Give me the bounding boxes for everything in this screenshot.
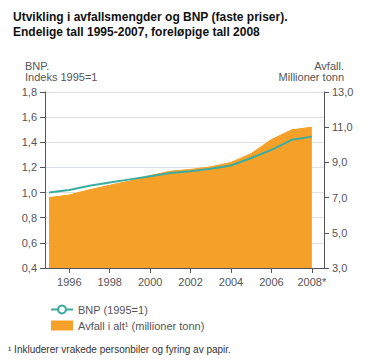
svg-text:0,8: 0,8 bbox=[22, 212, 37, 224]
svg-text:BNP.: BNP. bbox=[25, 59, 50, 72]
svg-text:Avfall.: Avfall. bbox=[314, 59, 344, 72]
svg-text:2008*: 2008* bbox=[297, 276, 326, 288]
svg-text:5,0: 5,0 bbox=[332, 227, 347, 239]
svg-text:Endelige tall 1995-2007, forel: Endelige tall 1995-2007, foreløpige tall… bbox=[13, 25, 260, 39]
svg-text:13,0: 13,0 bbox=[332, 86, 353, 98]
svg-text:1,2: 1,2 bbox=[22, 161, 37, 173]
svg-text:2006: 2006 bbox=[259, 276, 283, 288]
svg-text:1996: 1996 bbox=[57, 276, 81, 288]
svg-text:2004: 2004 bbox=[219, 276, 243, 288]
svg-text:1,4: 1,4 bbox=[22, 136, 37, 148]
svg-text:2002: 2002 bbox=[178, 276, 202, 288]
svg-text:Avfall i alt¹ (millioner tonn): Avfall i alt¹ (millioner tonn) bbox=[78, 320, 204, 332]
svg-text:7,0: 7,0 bbox=[332, 192, 347, 204]
svg-text:1,8: 1,8 bbox=[22, 86, 37, 98]
svg-text:2000: 2000 bbox=[138, 276, 162, 288]
svg-text:11,0: 11,0 bbox=[332, 121, 353, 133]
svg-text:BNP (1995=1): BNP (1995=1) bbox=[78, 304, 148, 316]
svg-text:3,0: 3,0 bbox=[332, 262, 347, 274]
svg-text:1,0: 1,0 bbox=[22, 187, 37, 199]
svg-text:9,0: 9,0 bbox=[332, 156, 347, 168]
svg-text:0,4: 0,4 bbox=[22, 262, 37, 274]
svg-text:Utvikling i avfallsmengder og: Utvikling i avfallsmengder og BNP (faste… bbox=[13, 10, 288, 24]
svg-text:Indeks 1995=1: Indeks 1995=1 bbox=[25, 71, 97, 83]
svg-text:¹ Inkluderer vrakede personbil: ¹ Inkluderer vrakede personbiler og fyri… bbox=[8, 344, 231, 355]
svg-text:0,6: 0,6 bbox=[22, 237, 37, 249]
svg-text:1998: 1998 bbox=[97, 276, 121, 288]
svg-text:1,6: 1,6 bbox=[22, 111, 37, 123]
svg-text:Millioner tonn: Millioner tonn bbox=[279, 71, 344, 83]
